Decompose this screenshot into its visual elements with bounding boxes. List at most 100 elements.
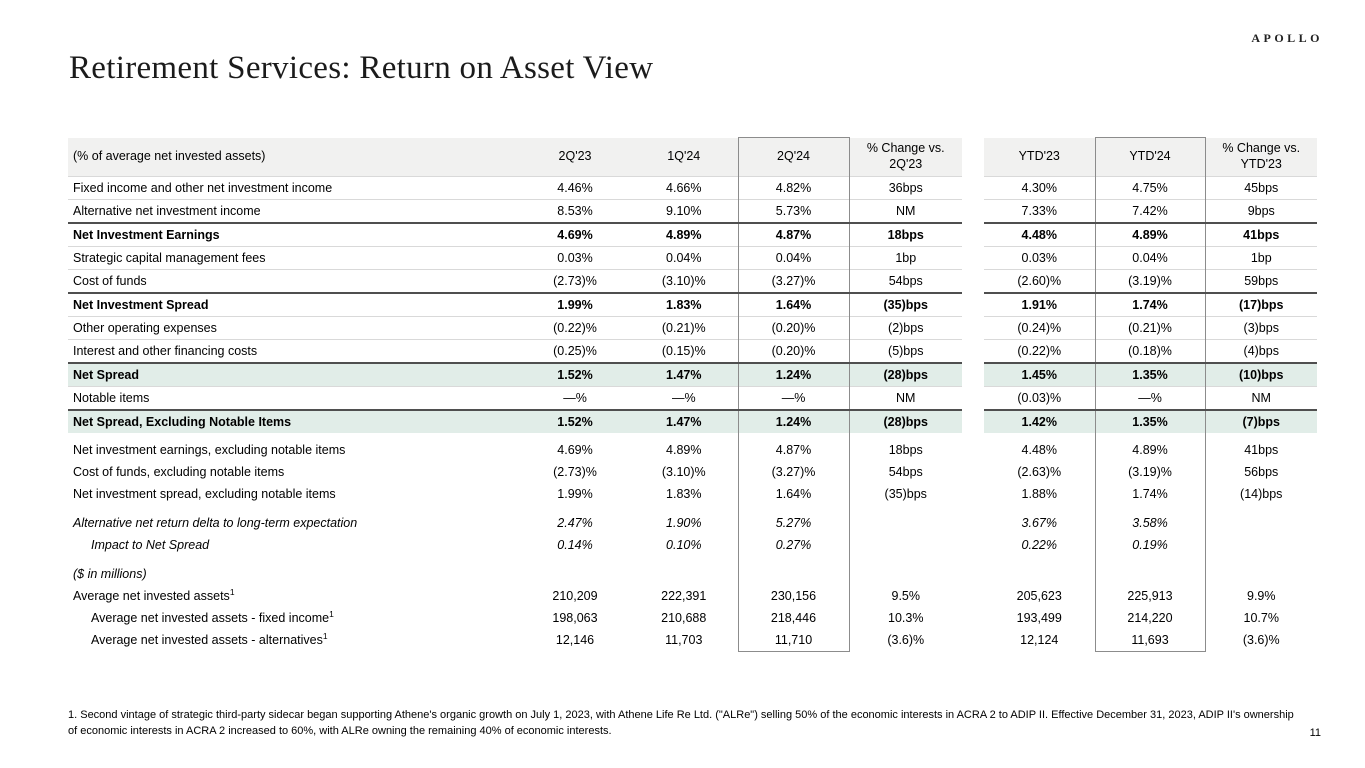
table-cell: (7)bps — [1205, 409, 1317, 433]
column-header: 2Q'23 — [520, 137, 630, 177]
table-cell: 7.33% — [984, 199, 1095, 223]
row-label: Net Investment Earnings — [68, 222, 520, 247]
table-header-row: (% of average net invested assets) 2Q'23 1… — [68, 137, 1317, 177]
footnote: 1. Second vintage of strategic third-par… — [68, 709, 1294, 737]
table-cell: 9.9% — [1247, 589, 1276, 603]
roa-table: (% of average net invested assets) 2Q'23 1… — [68, 137, 1317, 652]
row-label: (% of average net invested assets) — [68, 137, 520, 177]
table-cell: —% — [737, 386, 850, 410]
table-cell: 4.66% — [630, 176, 738, 200]
row-label: Fixed income and other net investment in… — [68, 176, 520, 200]
table-cell — [520, 563, 630, 585]
spacer-cell — [1094, 433, 1206, 439]
table-cell: 210,688 — [661, 611, 707, 625]
table-row: Other operating expenses (0.22)% (0.21)% (0… — [68, 316, 1317, 340]
roa-table-body: (% of average net invested assets) 2Q'23 1… — [68, 137, 1317, 652]
table-cell: 0.04% — [630, 246, 738, 270]
row-label: Net Spread, Excluding Notable Items — [68, 409, 520, 433]
table-cell: 198,063 — [552, 611, 598, 625]
table-cell: (3.19)% — [1094, 269, 1206, 293]
table-cell: 9bps — [1205, 199, 1317, 223]
column-gap — [962, 293, 984, 317]
table-cell: (0.22)% — [984, 339, 1095, 363]
table-cell: 7.42% — [1094, 199, 1206, 223]
column-gap — [962, 483, 984, 505]
table-cell: 54bps — [849, 269, 962, 293]
column-gap — [962, 629, 984, 652]
table-cell: (2.60)% — [984, 269, 1095, 293]
table-cell: 45bps — [1205, 176, 1317, 200]
table-cell: 0.19% — [1094, 534, 1206, 556]
row-label: Net investment earnings, excluding notab… — [73, 443, 346, 457]
row-label: Net Spread — [68, 362, 520, 387]
table-cell: 193,499 — [1016, 611, 1062, 625]
table-cell: —% — [630, 386, 738, 410]
table-cell: 4.48% — [1021, 443, 1057, 457]
spacer-cell — [1094, 556, 1206, 563]
table-cell — [1205, 512, 1317, 534]
table-cell: (10)bps — [1205, 362, 1317, 387]
table-cell: 18bps — [888, 443, 923, 457]
table-cell: 1.74% — [1094, 292, 1206, 317]
table-row: Net Investment Spread 1.99% 1.83% 1.64% (35)… — [68, 292, 1317, 317]
spacer-row — [68, 505, 1317, 512]
spacer-cell — [630, 556, 738, 563]
table-cell — [630, 563, 738, 585]
table-cell: 225,913 — [1094, 585, 1206, 607]
table-cell: 4.75% — [1094, 176, 1206, 200]
column-header: YTD'24 — [1094, 137, 1206, 177]
table-cell — [1094, 563, 1206, 585]
table-cell: 1.45% — [984, 362, 1095, 387]
table-cell: NM — [849, 199, 962, 223]
table-cell: 222,391 — [661, 589, 707, 603]
table-cell: NM — [849, 386, 962, 410]
table-cell: 1bp — [849, 246, 962, 270]
column-gap — [962, 387, 984, 411]
table-cell: 10.3% — [888, 611, 924, 625]
spacer-cell — [737, 556, 850, 563]
table-cell: 10.7% — [1243, 611, 1279, 625]
spacer-row — [68, 433, 1317, 439]
row-label: Net investment spread, excluding notable… — [73, 487, 336, 501]
table-row: Notable items —% —% —% NM (0.03)% —% NM — [68, 386, 1317, 411]
table-cell: (2)bps — [849, 316, 962, 340]
table-cell: (2.63)% — [1017, 465, 1062, 479]
table-cell: 4.82% — [737, 176, 850, 200]
table-cell: 1.64% — [737, 292, 850, 317]
spacer-cell — [520, 556, 630, 563]
table-cell: (28)bps — [849, 409, 962, 433]
table-cell: 0.04% — [1094, 246, 1206, 270]
row-label: Alternative net return delta to long-ter… — [73, 516, 358, 530]
row-label: Average net invested assets - alternativ… — [91, 631, 328, 648]
page-number: 11 — [1309, 727, 1321, 739]
table-row: Average net invested assets - fixed inco… — [68, 607, 1317, 629]
column-gap — [962, 585, 984, 607]
table-cell: 4.48% — [984, 222, 1095, 247]
table-cell: —% — [1094, 386, 1206, 410]
row-label: Average net invested assets1 — [73, 586, 235, 603]
table-cell: 18bps — [849, 222, 962, 247]
table-cell: (3.6)% — [1242, 633, 1280, 648]
column-gap — [962, 200, 984, 224]
table-cell: (4)bps — [1205, 339, 1317, 363]
table-cell: 1.42% — [984, 409, 1095, 433]
row-label: Cost of funds, excluding notable items — [73, 465, 285, 479]
table-cell: 1.88% — [1021, 487, 1057, 501]
table-cell: (0.24)% — [984, 316, 1095, 340]
spacer-cell — [737, 505, 850, 512]
row-label: Interest and other financing costs — [68, 339, 520, 363]
row-label: Strategic capital management fees — [68, 246, 520, 270]
table-cell: 214,220 — [1094, 607, 1206, 629]
row-label — [68, 505, 520, 512]
table-cell: 4.89% — [630, 222, 738, 247]
table-cell: 5.27% — [737, 512, 850, 534]
spacer-cell — [630, 505, 738, 512]
table-cell: 0.27% — [737, 534, 850, 556]
table-cell: (3.10)% — [661, 465, 706, 479]
column-gap — [962, 461, 984, 483]
column-gap — [962, 410, 984, 433]
table-cell: 1.74% — [1094, 483, 1206, 505]
table-cell: 0.14% — [557, 538, 593, 552]
spacer-cell — [520, 505, 630, 512]
table-cell: 9.5% — [891, 589, 921, 603]
